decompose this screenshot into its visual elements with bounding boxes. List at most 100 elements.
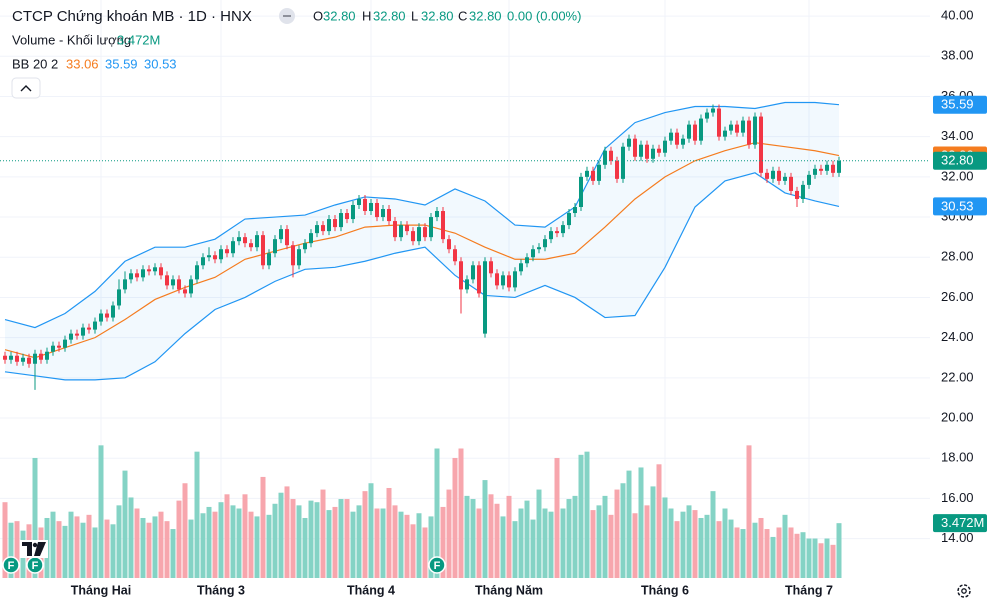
volume-bar xyxy=(548,511,554,578)
axes: 14.00 16.00 18.00 20.00 22.00 24.00 26.00 28.00… xyxy=(71,8,987,597)
volume-bar xyxy=(302,517,308,578)
candle-body xyxy=(147,269,151,272)
candle-body xyxy=(93,321,97,330)
volume-bar xyxy=(182,483,188,578)
candle-body xyxy=(321,225,325,232)
candle-body xyxy=(627,138,631,147)
candle-body xyxy=(681,138,685,145)
volume-bar xyxy=(116,505,122,578)
legend-ohlc-label: O xyxy=(313,8,323,23)
candle-body xyxy=(495,273,499,286)
collapse-button[interactable] xyxy=(11,77,41,99)
volume-bar xyxy=(110,524,116,578)
candle-body xyxy=(9,355,13,360)
candle-body xyxy=(471,265,475,280)
legend-ohlc-label: H xyxy=(362,8,371,23)
candle-body xyxy=(801,184,805,199)
candle-body xyxy=(423,227,427,238)
settings-icon[interactable] xyxy=(957,584,971,598)
candle-body xyxy=(231,241,235,254)
candle-body xyxy=(777,170,781,181)
volume-bar xyxy=(740,529,746,578)
candle-body xyxy=(219,249,223,260)
candle-body xyxy=(369,202,373,212)
volume-bar xyxy=(596,505,602,578)
candle-body xyxy=(207,255,211,258)
candle-body xyxy=(549,231,553,240)
candle-body xyxy=(567,213,571,226)
candle-body xyxy=(309,233,313,244)
x-tick-label: Tháng 4 xyxy=(347,583,395,597)
candle-body xyxy=(177,279,181,290)
volume-bar xyxy=(278,492,284,578)
candle-body xyxy=(267,253,271,266)
volume-bar xyxy=(830,544,836,578)
indicator-value: 35.59 xyxy=(105,56,138,71)
volume-bar xyxy=(218,502,224,578)
volume-bar xyxy=(734,527,740,578)
candle-body xyxy=(237,237,241,242)
candle-body xyxy=(51,345,55,352)
candle-body xyxy=(543,239,547,248)
volume-bar xyxy=(206,506,212,578)
volume-bar xyxy=(584,451,590,578)
volume-bar xyxy=(242,494,248,578)
volume-bar xyxy=(68,511,74,578)
x-tick-label: Tháng 6 xyxy=(641,583,689,597)
volume-bar xyxy=(632,513,638,578)
volume-bar xyxy=(806,538,812,578)
volume-bar xyxy=(554,457,560,578)
candle-body xyxy=(507,275,511,288)
candle-body xyxy=(693,124,697,141)
volume-bar xyxy=(14,521,20,578)
volume-bar xyxy=(104,519,110,578)
volume-bar xyxy=(776,527,782,578)
volume-bar xyxy=(488,494,494,578)
candle-body xyxy=(807,174,811,185)
volume-bar xyxy=(542,508,548,578)
candle-body xyxy=(15,355,19,362)
volume-bar xyxy=(746,445,752,578)
indicator-legend: BB 20 2 xyxy=(12,56,58,71)
candle-body xyxy=(699,118,703,141)
volume-bar xyxy=(476,508,482,578)
volume-bar xyxy=(98,445,104,578)
candle-body xyxy=(141,269,145,278)
candle-body xyxy=(363,198,367,212)
y-tick-label: 34.00 xyxy=(941,128,974,143)
volume-bar xyxy=(668,508,674,578)
volume-bar xyxy=(782,514,788,578)
volume-bar xyxy=(494,503,500,578)
candle-body xyxy=(81,327,85,336)
candle-body xyxy=(435,211,439,218)
candle-body xyxy=(441,211,445,240)
candle-body xyxy=(87,327,91,330)
candle-body xyxy=(189,279,193,294)
candle-body xyxy=(3,355,7,360)
volume-bar xyxy=(764,529,770,578)
volume-bar xyxy=(638,467,644,578)
candle-body xyxy=(597,164,601,181)
candle-body xyxy=(57,345,61,348)
volume-bar xyxy=(536,489,542,578)
candle-body xyxy=(621,146,625,179)
volume-bar xyxy=(626,470,632,578)
candle-body xyxy=(813,168,817,175)
candle-body xyxy=(339,213,343,228)
legend-ohlc-label: C xyxy=(458,8,467,23)
candle-body xyxy=(159,267,163,276)
volume-bar xyxy=(368,483,374,578)
candle-body xyxy=(345,213,349,220)
candle-body xyxy=(771,170,775,179)
price-badge-label: 32.80 xyxy=(941,153,974,168)
candle-body xyxy=(417,227,421,242)
volume-bar xyxy=(656,464,662,578)
candle-body xyxy=(273,239,277,254)
header: CTCP Chứng khoán MB · 1D · HNX O 32.80 H 32… xyxy=(11,8,581,99)
candle-body xyxy=(645,144,649,159)
candle-body xyxy=(213,255,217,260)
volume-bar xyxy=(92,527,98,578)
gear-outer xyxy=(957,584,971,598)
